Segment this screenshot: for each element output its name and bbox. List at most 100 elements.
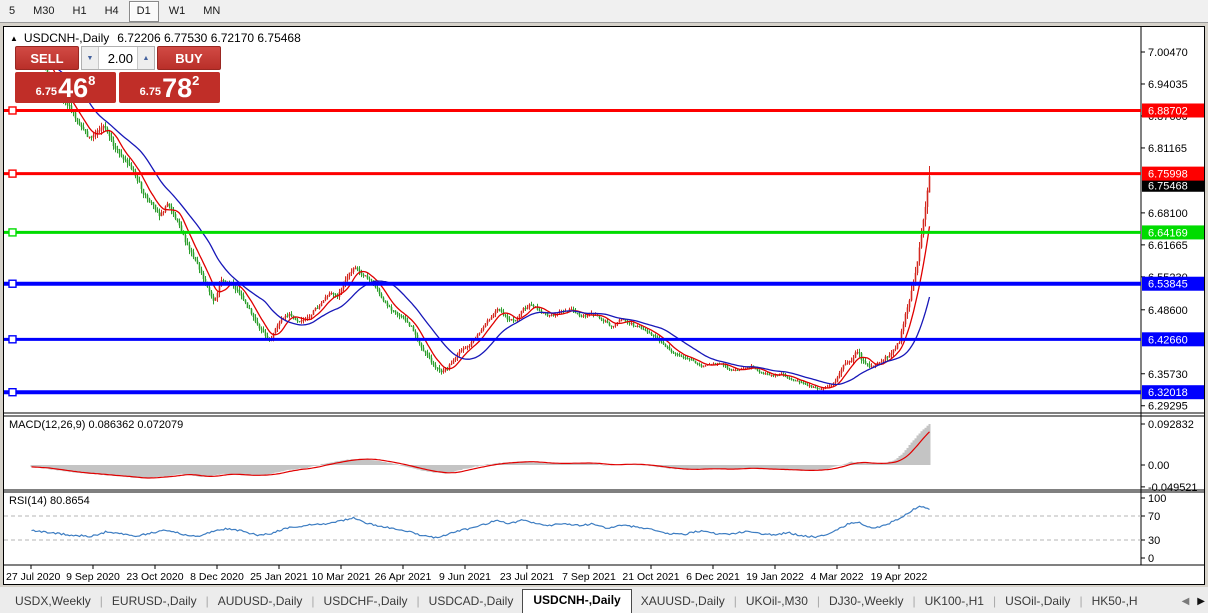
timeframe-toolbar: 5 M30 H1 H4 D1 W1 MN <box>0 0 1208 23</box>
triangle-up-icon: ▲ <box>142 54 150 62</box>
rsi-indicator-label: RSI(14) 80.8654 <box>9 495 90 507</box>
svg-text:26 Apr 2021: 26 Apr 2021 <box>375 571 432 583</box>
svg-text:-0.049521: -0.049521 <box>1148 482 1198 494</box>
trade-prices-row: 6.75 46 8 6.75 78 2 <box>15 72 221 103</box>
collapse-panel-icon[interactable]: ▲ <box>10 33 18 43</box>
buy-price-display[interactable]: 6.75 78 2 <box>119 72 220 103</box>
tab-dj30-weekly[interactable]: DJ30-,Weekly <box>829 594 904 608</box>
rsi-line <box>31 505 930 539</box>
tab-usdx-weekly[interactable]: USDX,Weekly <box>15 594 91 608</box>
svg-text:6.29295: 6.29295 <box>1148 401 1188 413</box>
sell-price-prefix: 6.75 <box>35 86 58 98</box>
tab-ukoil-m30[interactable]: UKOil-,M30 <box>745 594 808 608</box>
rsi-pane <box>4 505 1141 541</box>
level-price-label-6.42660 <box>1142 332 1204 347</box>
volume-decrease-button[interactable]: ▼ <box>82 47 99 69</box>
sell-price-sup: 8 <box>88 73 96 88</box>
buy-button[interactable]: BUY <box>157 46 221 70</box>
svg-text:6.48600: 6.48600 <box>1148 305 1188 317</box>
tab-usoil-daily[interactable]: USOil-,Daily <box>1005 594 1071 608</box>
chart-tabs: USDX,Weekly | EURUSD-,Daily | AUDUSD-,Daily |… <box>6 589 1147 613</box>
svg-text:6.42660: 6.42660 <box>1148 334 1188 346</box>
hline-handle-6.42660[interactable] <box>8 335 17 344</box>
svg-text:6.81165: 6.81165 <box>1148 143 1187 155</box>
tab-separator: | <box>205 594 209 608</box>
svg-text:23 Oct 2020: 23 Oct 2020 <box>126 571 183 583</box>
buy-price-prefix: 6.75 <box>139 86 162 98</box>
tab-usdchf-daily[interactable]: USDCHF-,Daily <box>323 594 408 608</box>
svg-text:21 Oct 2021: 21 Oct 2021 <box>622 571 679 583</box>
tab-uk100-h1[interactable]: UK100-,H1 <box>924 594 984 608</box>
tab-separator: | <box>733 594 737 608</box>
svg-text:25 Jan 2021: 25 Jan 2021 <box>250 571 308 583</box>
tab-separator: | <box>816 594 820 608</box>
svg-text:6.32018: 6.32018 <box>1148 387 1188 399</box>
sell-price-big: 46 <box>58 73 89 104</box>
svg-text:8 Dec 2020: 8 Dec 2020 <box>190 571 244 583</box>
timeframe-button-d1[interactable]: D1 <box>128 0 159 22</box>
price-axis: 7.004706.940356.876006.811656.681006.616… <box>1141 47 1204 413</box>
chart-ohlc-values: 6.72206 6.77530 6.72170 6.75468 <box>117 31 301 45</box>
timeframe-button-mn[interactable]: MN <box>203 4 221 17</box>
hline-handle-6.75998[interactable] <box>8 169 17 178</box>
macd-histogram <box>30 423 931 479</box>
timeframe-button-m30[interactable]: M30 <box>33 4 55 17</box>
volume-spinner: ▼ 2.00 ▲ <box>81 46 155 70</box>
chart-canvas[interactable]: 7.004706.940356.876006.811656.681006.616… <box>4 27 1204 584</box>
macd-indicator-label: MACD(12,26,9) 0.086362 0.072079 <box>9 419 184 431</box>
svg-text:6.64169: 6.64169 <box>1148 227 1188 239</box>
chart-tab-bar: USDX,Weekly | EURUSD-,Daily | AUDUSD-,Daily |… <box>0 587 1208 613</box>
tab-eurusd-daily[interactable]: EURUSD-,Daily <box>111 594 197 608</box>
sell-button[interactable]: SELL <box>15 46 79 70</box>
svg-text:6.75468: 6.75468 <box>1148 180 1188 192</box>
svg-text:19 Apr 2022: 19 Apr 2022 <box>871 571 928 583</box>
sell-price-display[interactable]: 6.75 46 8 <box>15 72 116 103</box>
svg-text:19 Jan 2022: 19 Jan 2022 <box>746 571 804 583</box>
svg-text:100: 100 <box>1148 493 1166 505</box>
pane-borders <box>4 27 1204 566</box>
tab-separator: | <box>99 594 103 608</box>
svg-text:30: 30 <box>1148 535 1160 547</box>
level-price-label-6.75998 <box>1142 166 1204 181</box>
svg-text:6.61665: 6.61665 <box>1148 240 1188 252</box>
hline-handle-6.88702[interactable] <box>8 106 17 115</box>
timeframe-button-w1[interactable]: W1 <box>168 4 186 17</box>
hline-handle-6.32018[interactable] <box>8 388 17 397</box>
tabs-scroll-left-button[interactable]: ◀ <box>1181 596 1190 607</box>
svg-text:4 Mar 2022: 4 Mar 2022 <box>810 571 863 583</box>
macd-signal-line <box>31 431 930 479</box>
svg-text:6.94035: 6.94035 <box>1148 79 1188 91</box>
tab-xauusd-daily[interactable]: XAUUSD-,Daily <box>640 594 725 608</box>
one-click-trading-panel: SELL ▼ 2.00 ▲ BUY 6.75 46 8 6.75 78 2 <box>15 46 221 103</box>
tab-usdcad-daily[interactable]: USDCAD-,Daily <box>428 594 514 608</box>
tabs-scroll-right-button[interactable]: ▶ <box>1197 596 1205 607</box>
buy-price-sup: 2 <box>192 73 200 88</box>
svg-text:6.53845: 6.53845 <box>1148 279 1188 291</box>
hline-handle-6.53845[interactable] <box>8 279 17 288</box>
tab-separator: | <box>311 594 315 608</box>
trade-controls-row: SELL ▼ 2.00 ▲ BUY <box>15 46 221 70</box>
tab-separator: | <box>1079 594 1083 608</box>
level-price-label-6.32018 <box>1142 385 1204 400</box>
volume-input[interactable]: 2.00 <box>99 47 137 69</box>
svg-text:6.75998: 6.75998 <box>1148 169 1188 181</box>
svg-text:7 Sep 2021: 7 Sep 2021 <box>562 571 616 583</box>
volume-increase-button[interactable]: ▲ <box>137 47 154 69</box>
svg-text:70: 70 <box>1148 511 1160 523</box>
buy-price-big: 78 <box>162 73 193 104</box>
timeframe-button-h4[interactable]: H4 <box>104 4 119 17</box>
svg-text:0.00: 0.00 <box>1148 460 1169 472</box>
tab-hk50-h[interactable]: HK50-,H <box>1091 594 1138 608</box>
tab-separator: | <box>416 594 420 608</box>
tab-audusd-daily[interactable]: AUDUSD-,Daily <box>217 594 303 608</box>
svg-text:7.00470: 7.00470 <box>1148 47 1188 59</box>
svg-text:23 Jul 2021: 23 Jul 2021 <box>500 571 554 583</box>
chart-symbol-label: USDCNH-,Daily <box>23 31 110 45</box>
timeframe-button-5[interactable]: 5 <box>9 4 16 17</box>
tab-usdcnh-daily[interactable]: USDCNH-,Daily <box>522 589 632 613</box>
timeframe-button-h1[interactable]: H1 <box>72 4 87 17</box>
hline-handle-6.64169[interactable] <box>8 228 17 237</box>
svg-text:9 Sep 2020: 9 Sep 2020 <box>66 571 120 583</box>
svg-text:6.35730: 6.35730 <box>1148 369 1188 381</box>
rsi-axis: 100 70 30 0 <box>1141 493 1166 565</box>
